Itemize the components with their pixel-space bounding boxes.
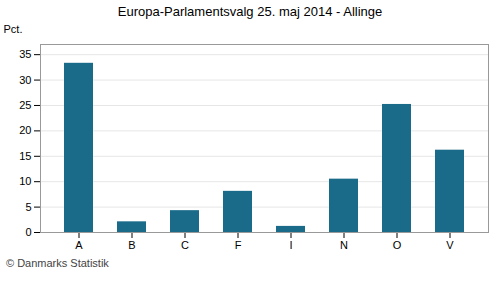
svg-text:5: 5 (25, 201, 31, 213)
svg-text:C: C (181, 239, 189, 251)
svg-text:N: N (340, 239, 348, 251)
svg-text:I: I (289, 239, 292, 251)
svg-text:0: 0 (25, 226, 31, 238)
svg-text:15: 15 (19, 150, 31, 162)
svg-text:10: 10 (19, 175, 31, 187)
svg-text:V: V (446, 239, 454, 251)
svg-text:O: O (393, 239, 402, 251)
svg-text:25: 25 (19, 99, 31, 111)
svg-text:35: 35 (19, 48, 31, 60)
html-text:Europa-Parlamentsvalg 25. maj: Europa-Parlamentsvalg 25. maj 2014 - All… (117, 4, 383, 19)
svg-text:F: F (235, 239, 242, 251)
svg-text:30: 30 (19, 74, 31, 86)
svg-text:20: 20 (19, 124, 31, 136)
svg-text:Pct.: Pct. (4, 23, 23, 35)
svg-text:B: B (128, 239, 135, 251)
html-text:© Danmarks Statistik: © Danmarks Statistik (6, 257, 109, 269)
svg-text:A: A (75, 239, 83, 251)
